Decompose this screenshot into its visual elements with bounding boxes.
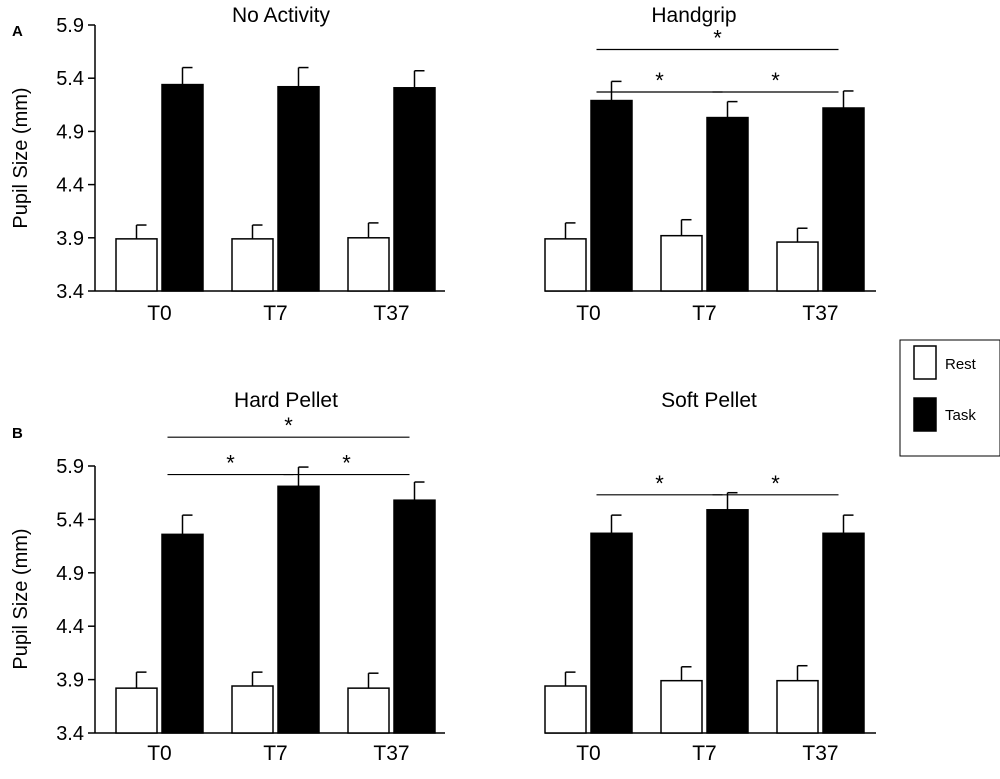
p3-task-bar-t0 xyxy=(590,532,633,734)
legend-label-task: Task xyxy=(945,407,976,424)
p3-rest-bar-t7 xyxy=(660,679,703,734)
p2-category-label-t7: T7 xyxy=(263,742,288,765)
p2-y-tick-label-5: 5.9 xyxy=(56,456,84,478)
p1-significance-star-2: * xyxy=(771,68,780,93)
p2-significance-star-0: * xyxy=(284,413,293,438)
p3-task-bar-t7 xyxy=(706,509,749,734)
panel-title-no-activity: No Activity xyxy=(232,4,331,27)
p2-rest-bar-t0 xyxy=(115,687,158,734)
panel-letter-a: A xyxy=(12,23,23,40)
p3-rest-bar-t37 xyxy=(776,679,819,734)
p0-y-tick-label-1: 3.9 xyxy=(56,228,84,250)
p0-category-label-t37: T37 xyxy=(373,302,409,325)
p1-category-label-t0: T0 xyxy=(576,302,601,325)
p2-y-tick-label-4: 5.4 xyxy=(56,509,84,531)
p0-y-tick-label-0: 3.4 xyxy=(56,281,84,303)
p0-y-tick-label-5: 5.9 xyxy=(56,15,84,37)
p0-y-tick-label-2: 4.4 xyxy=(56,175,84,197)
chart-marks: 3.4 3.9 4.4 4.9 5.4 5.9 T0 T7 T37 T0 T7 T37 * * * 3.4 3.… xyxy=(56,15,876,765)
p0-rest-bar-t0 xyxy=(115,238,158,292)
p3-significance-star-0: * xyxy=(655,471,664,496)
panel-title-handgrip: Handgrip xyxy=(651,4,736,27)
p0-y-tick-label-4: 5.4 xyxy=(56,68,84,90)
legend: Rest Task xyxy=(899,339,1000,457)
p1-rest-bar-t7 xyxy=(660,234,703,292)
legend-label-rest: Rest xyxy=(945,356,977,373)
p3-significance-star-1: * xyxy=(771,471,780,496)
p1-task-bar-t37 xyxy=(822,107,865,292)
p0-category-label-t0: T0 xyxy=(147,302,172,325)
p2-task-bar-t7 xyxy=(277,485,320,734)
panel-title-hard-pellet: Hard Pellet xyxy=(234,389,338,412)
p0-task-bar-t37 xyxy=(393,87,436,292)
p1-category-label-t37: T37 xyxy=(802,302,838,325)
p3-category-label-t37: T37 xyxy=(802,742,838,765)
p0-rest-bar-t37 xyxy=(347,237,390,292)
p0-task-bar-t0 xyxy=(161,83,204,292)
p0-task-bar-t7 xyxy=(277,85,320,292)
p3-rest-bar-t0 xyxy=(544,685,587,734)
p2-task-bar-t37 xyxy=(393,499,436,734)
p1-task-bar-t0 xyxy=(590,99,633,292)
p1-category-label-t7: T7 xyxy=(692,302,717,325)
y-axis-label-top: Pupil Size (mm) xyxy=(10,87,32,228)
legend-swatch-rest xyxy=(913,345,937,380)
p0-rest-bar-t7 xyxy=(231,238,274,292)
p2-significance-star-2: * xyxy=(342,451,351,476)
p3-task-bar-t37 xyxy=(822,532,865,734)
p2-y-tick-label-0: 3.4 xyxy=(56,723,84,745)
legend-swatch-task xyxy=(913,397,937,432)
p3-category-label-t0: T0 xyxy=(576,742,601,765)
y-axis-label-bottom: Pupil Size (mm) xyxy=(10,528,32,669)
p2-y-tick-label-3: 4.9 xyxy=(56,563,84,585)
p2-significance-star-1: * xyxy=(226,451,235,476)
p2-y-tick-label-1: 3.9 xyxy=(56,670,84,692)
p0-category-label-t7: T7 xyxy=(263,302,288,325)
p3-category-label-t7: T7 xyxy=(692,742,717,765)
p1-significance-star-1: * xyxy=(655,68,664,93)
p2-category-label-t37: T37 xyxy=(373,742,409,765)
p1-rest-bar-t37 xyxy=(776,241,819,292)
p2-task-bar-t0 xyxy=(161,533,204,734)
panel-title-soft-pellet: Soft Pellet xyxy=(661,389,757,412)
p0-y-tick-label-3: 4.9 xyxy=(56,121,84,143)
panel-letter-b: B xyxy=(12,425,23,442)
p2-rest-bar-t7 xyxy=(231,685,274,734)
p2-category-label-t0: T0 xyxy=(147,742,172,765)
p1-significance-star-0: * xyxy=(713,25,722,50)
p2-y-tick-label-2: 4.4 xyxy=(56,616,84,638)
p1-rest-bar-t0 xyxy=(544,238,587,292)
p2-rest-bar-t37 xyxy=(347,687,390,734)
p1-task-bar-t7 xyxy=(706,116,749,292)
